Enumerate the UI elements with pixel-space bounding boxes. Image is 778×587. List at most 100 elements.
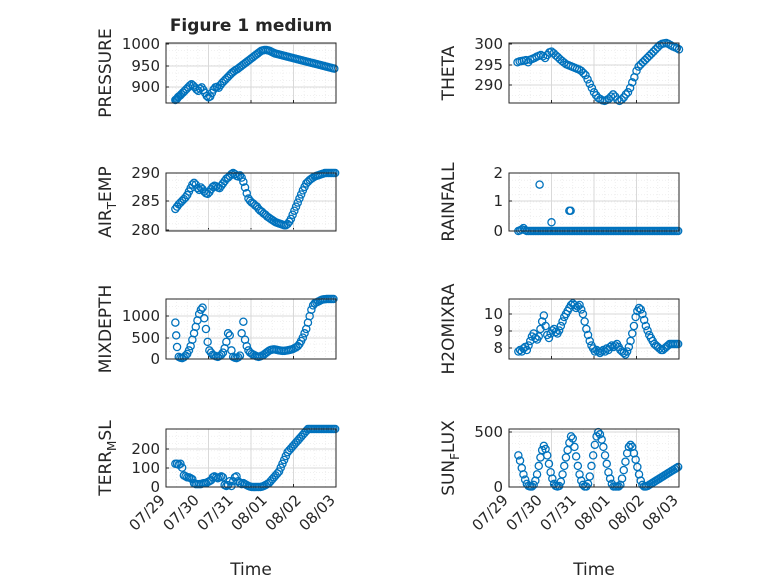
data-point [290,206,299,215]
data-point [636,60,646,69]
x-tick-label: 07/30 [503,491,546,534]
data-point [629,321,639,331]
xlabel-left: Time [229,560,272,580]
data-point [605,474,615,483]
x-tick-label: 08/02 [605,491,648,534]
subplot-rainfall: 0 1 2 RAINFALL [439,162,683,242]
data-point [177,463,187,472]
y-tick-label: 0 [493,478,503,496]
data-point [599,442,608,452]
data-point [558,317,567,326]
data-point [641,321,651,331]
axes-box [165,42,337,104]
data-point [201,324,211,334]
y-axis-label: SUNFLUX [439,420,462,496]
data-point [172,342,182,352]
axes-box [508,428,680,488]
data-point [554,326,564,335]
data-point [227,481,236,491]
data-point [560,461,569,471]
data-point [293,198,302,207]
y-tick-label: 1000 [122,307,160,325]
data-point [307,305,316,314]
y-axis-label: H2OMIXRA [439,283,459,374]
data-point [581,70,590,80]
data-point [585,79,595,88]
data-point [628,329,637,338]
data-point [295,194,304,203]
data-point [643,326,652,335]
data-point [624,342,634,352]
data-point [534,461,544,471]
data-point [298,333,308,342]
data-point [631,312,640,322]
x-tick-label: 08/03 [296,491,339,534]
y-tick-label: 500 [474,423,503,441]
data-point [672,463,681,473]
data-point [291,202,301,211]
y-tick-label: 290 [131,164,160,182]
data-point [619,465,629,475]
data-point [237,173,246,182]
data-point [578,309,588,319]
y-axis-label: RAINFALL [439,162,459,242]
data-point [196,305,206,314]
data-point [194,185,204,195]
data-point [276,463,285,472]
data-point [522,345,532,355]
y-tick-label: 0 [493,222,503,240]
data-point [218,348,228,357]
data-point [185,81,195,90]
data-point [582,324,591,334]
data-point [543,451,552,460]
data-point [194,309,204,319]
y-tick-label: 1000 [122,35,160,53]
data-point [554,481,564,491]
data-point [625,83,635,93]
data-point [239,177,248,186]
data-point [288,210,297,220]
data-point [628,78,637,87]
data-point [617,474,627,483]
data-point [286,214,296,224]
data-point [566,432,576,441]
axes-box [165,298,337,360]
data-point [634,62,643,71]
data-point [240,183,250,192]
y-tick-label: 300 [474,35,503,53]
data-point [587,83,597,93]
data-point [199,314,209,323]
data-point [279,455,289,465]
data-point [539,311,549,320]
y-tick-label: 8 [493,339,503,357]
data-point [568,434,578,443]
data-point [223,329,233,338]
x-tick-label: 07/31 [194,491,237,534]
y-axis-label: TERRMSL [96,420,119,497]
data-point [640,55,650,65]
axes-box [165,172,337,232]
y-tick-label: 950 [131,57,160,75]
y-tick-label: 10 [484,305,503,323]
data-point [673,462,683,472]
data-point [235,171,245,180]
y-tick-label: 280 [131,221,160,239]
y-tick-label: 0 [150,350,160,368]
axes-box [508,172,680,232]
y-tick-label: 1 [493,192,503,210]
data-point [520,475,530,484]
data-point [600,451,610,460]
axes-box [508,42,680,104]
data-point [645,51,654,61]
data-point [556,321,566,331]
data-point [541,321,550,331]
y-tick-label: 2 [493,164,503,182]
data-point [566,206,575,215]
data-point [623,88,633,97]
y-tick-label: 295 [474,56,503,74]
data-point [232,472,241,481]
y-tick-label: 900 [131,78,160,96]
